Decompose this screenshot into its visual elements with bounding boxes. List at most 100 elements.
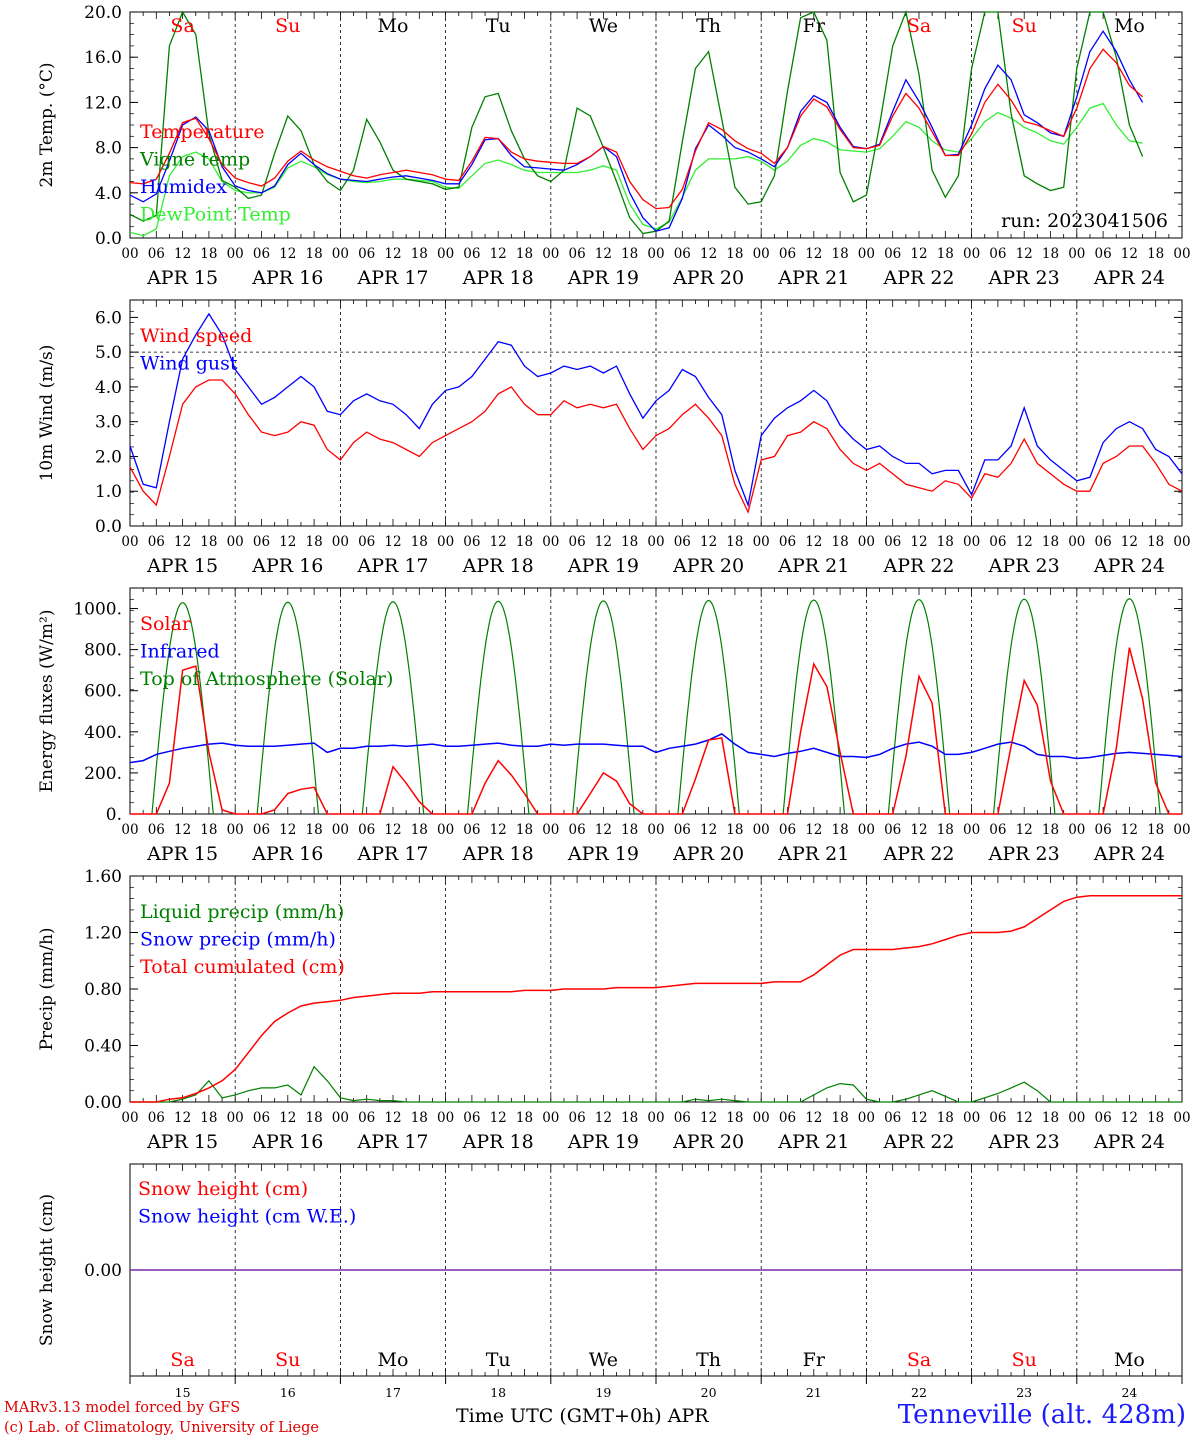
date-label: APR 17 bbox=[356, 843, 428, 865]
weekday-label: Mo bbox=[1114, 1349, 1145, 1371]
y-tick-label: 3.0 bbox=[95, 413, 122, 433]
hour-tick-label: 18 bbox=[726, 534, 743, 550]
hour-tick-label: 06 bbox=[358, 1110, 375, 1126]
date-label: APR 18 bbox=[462, 1131, 534, 1153]
hour-tick-label: 06 bbox=[674, 822, 691, 838]
date-label: APR 19 bbox=[567, 843, 639, 865]
hour-tick-label: 06 bbox=[674, 246, 691, 262]
hour-tick-label: 18 bbox=[306, 1110, 323, 1126]
hour-tick-label: 00 bbox=[1173, 534, 1190, 550]
hour-tick-label: 00 bbox=[858, 246, 875, 262]
hour-tick-label: 06 bbox=[1095, 534, 1112, 550]
hour-tick-label: 12 bbox=[174, 534, 191, 550]
date-label: APR 15 bbox=[146, 843, 218, 865]
date-label: APR 24 bbox=[1093, 555, 1165, 577]
date-label: APR 16 bbox=[251, 1131, 323, 1153]
hour-tick-label: 18 bbox=[1042, 1110, 1059, 1126]
hour-tick-label: 00 bbox=[1173, 246, 1190, 262]
x-axis-title: Time UTC (GMT+0h) APR bbox=[456, 1405, 709, 1427]
hour-tick-label: 00 bbox=[647, 534, 664, 550]
hour-tick-label: 18 bbox=[1147, 1110, 1164, 1126]
hour-tick-label: 06 bbox=[358, 534, 375, 550]
legend-entry: Snow precip (mm/h) bbox=[140, 929, 336, 951]
hour-tick-label: 18 bbox=[411, 534, 428, 550]
hour-tick-label: 00 bbox=[963, 1110, 980, 1126]
hour-tick-label: 00 bbox=[121, 822, 138, 838]
hour-tick-label: 18 bbox=[306, 246, 323, 262]
hour-tick-label: 18 bbox=[516, 246, 533, 262]
y-tick-label: 20.0 bbox=[84, 3, 122, 23]
weekday-label: Su bbox=[275, 1349, 300, 1371]
date-label: APR 21 bbox=[777, 843, 849, 865]
hour-tick-label: 12 bbox=[279, 534, 296, 550]
hour-tick-label: 00 bbox=[332, 822, 349, 838]
hour-tick-label: 06 bbox=[569, 1110, 586, 1126]
hour-tick-label: 00 bbox=[1068, 534, 1085, 550]
y-axis-label: 10m Wind (m/s) bbox=[37, 345, 57, 482]
toa-solar-arc bbox=[151, 601, 214, 815]
hour-tick-label: 06 bbox=[989, 534, 1006, 550]
panel-5: 0.00 Snow height (cm) Snow height (cm) Snow… bbox=[37, 1163, 1183, 1398]
y-tick-label: 0.40 bbox=[84, 1037, 122, 1057]
hour-tick-label: 00 bbox=[437, 1110, 454, 1126]
toa-solar-arc bbox=[782, 599, 846, 815]
date-label: APR 17 bbox=[356, 555, 428, 577]
meteogram: 0.0 4.0 8.0 12.0 16.0 20.0 2m Temp. (°C) Temper… bbox=[37, 3, 1191, 1398]
weekday-label: Tu bbox=[486, 1349, 511, 1371]
y-tick-label: 16.0 bbox=[84, 48, 122, 68]
hour-tick-label: 06 bbox=[989, 822, 1006, 838]
y-tick-label: 8.0 bbox=[95, 139, 122, 159]
hour-tick-label: 06 bbox=[779, 534, 796, 550]
hour-tick-label: 12 bbox=[174, 822, 191, 838]
liquid-precip-line bbox=[130, 1065, 1182, 1103]
hour-tick-label: 06 bbox=[674, 534, 691, 550]
hour-tick-label: 12 bbox=[490, 822, 507, 838]
hour-tick-label: 06 bbox=[148, 246, 165, 262]
hour-tick-label: 18 bbox=[516, 534, 533, 550]
date-label: APR 22 bbox=[882, 843, 954, 865]
hour-tick-label: 06 bbox=[253, 534, 270, 550]
date-label: APR 19 bbox=[567, 1131, 639, 1153]
hour-tick-label: 06 bbox=[148, 1110, 165, 1126]
y-axis-label: Snow height (cm) bbox=[37, 1194, 57, 1346]
day-number-label: 15 bbox=[175, 1385, 191, 1398]
hour-tick-label: 00 bbox=[332, 1110, 349, 1126]
date-label: APR 21 bbox=[777, 1131, 849, 1153]
hour-tick-label: 06 bbox=[358, 246, 375, 262]
y-tick-label: 800. bbox=[84, 641, 122, 661]
y-tick-label: 200. bbox=[84, 764, 122, 784]
hour-tick-label: 18 bbox=[1042, 822, 1059, 838]
hour-tick-label: 00 bbox=[1068, 1110, 1085, 1126]
hour-tick-label: 12 bbox=[805, 534, 822, 550]
hour-tick-label: 00 bbox=[227, 246, 244, 262]
hour-tick-label: 12 bbox=[490, 246, 507, 262]
date-label: APR 19 bbox=[567, 555, 639, 577]
credit-line-2: (c) Lab. of Climatology, University of L… bbox=[4, 1420, 319, 1436]
hour-tick-label: 18 bbox=[621, 534, 638, 550]
hour-tick-label: 12 bbox=[910, 246, 927, 262]
hour-tick-label: 06 bbox=[884, 534, 901, 550]
y-tick-label: 1000. bbox=[73, 600, 122, 620]
hour-tick-label: 06 bbox=[989, 246, 1006, 262]
hour-tick-label: 12 bbox=[910, 1110, 927, 1126]
hour-tick-label: 18 bbox=[832, 534, 849, 550]
weekday-label: Sa bbox=[170, 15, 194, 37]
hour-tick-label: 18 bbox=[937, 246, 954, 262]
legend-entry: Temperature bbox=[140, 121, 264, 143]
hour-tick-label: 12 bbox=[384, 246, 401, 262]
hour-tick-label: 12 bbox=[910, 534, 927, 550]
date-label: APR 20 bbox=[672, 267, 744, 289]
hour-tick-label: 00 bbox=[963, 246, 980, 262]
hour-tick-label: 00 bbox=[121, 1110, 138, 1126]
hour-tick-label: 12 bbox=[1121, 822, 1138, 838]
hour-tick-label: 06 bbox=[463, 822, 480, 838]
hour-tick-label: 00 bbox=[963, 822, 980, 838]
hour-tick-label: 18 bbox=[937, 1110, 954, 1126]
hour-tick-label: 12 bbox=[910, 822, 927, 838]
total-cumulated-line bbox=[130, 895, 1182, 1103]
hour-tick-label: 12 bbox=[1016, 246, 1033, 262]
hour-tick-label: 18 bbox=[411, 822, 428, 838]
legend-entry: Vigne temp bbox=[139, 149, 250, 171]
y-tick-label: 0.00 bbox=[84, 1261, 122, 1281]
date-label: APR 16 bbox=[251, 267, 323, 289]
